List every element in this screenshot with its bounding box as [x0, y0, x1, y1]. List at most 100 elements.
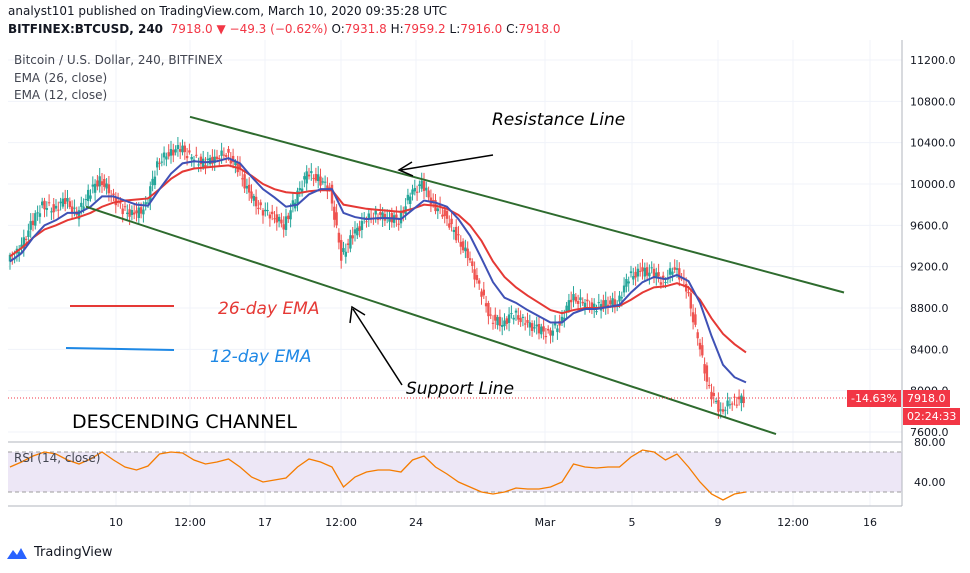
candle-body — [36, 212, 39, 214]
candle-body — [540, 326, 543, 335]
candle-body — [165, 156, 168, 160]
candle-body — [289, 210, 292, 220]
chart-title[interactable]: Bitcoin / U.S. Dollar, 240, BITFINEX — [14, 53, 223, 67]
candle-body — [77, 210, 81, 220]
candle-body — [234, 161, 237, 166]
candle-body — [526, 320, 529, 323]
candle-body — [160, 161, 163, 163]
candle-body — [547, 328, 550, 331]
candle-body — [319, 176, 322, 186]
candle-body — [415, 191, 419, 193]
candle-body — [91, 184, 94, 187]
rsi-legend[interactable]: RSI (14, close) — [14, 451, 101, 465]
candle-body — [43, 200, 46, 210]
candle-body — [395, 214, 398, 219]
candle-body — [535, 324, 538, 327]
candle-body — [399, 210, 403, 224]
candle-body — [167, 152, 170, 157]
ema12-legend[interactable]: EMA (12, close) — [14, 88, 108, 102]
candle-body — [231, 155, 235, 163]
candle-body — [54, 205, 58, 209]
candle-body — [261, 210, 265, 216]
candle-body — [450, 218, 453, 225]
candle-body — [714, 401, 718, 403]
candle-body — [678, 268, 681, 280]
candle-body — [586, 299, 589, 302]
candle-body — [560, 316, 564, 323]
candle-body — [335, 212, 338, 226]
candle-body — [34, 213, 37, 226]
candle-body — [487, 302, 490, 317]
countdown-tag: 02:24:33 — [903, 408, 961, 425]
candle-body — [303, 176, 306, 180]
price-tick-label: 10400.0 — [910, 137, 956, 150]
candle-body — [282, 224, 285, 230]
tradingview-footer[interactable]: TradingView — [6, 545, 113, 560]
price-axis-ticks: 11200.0 10800.0 10400.0 10000.0 9600.0 9200.0… — [910, 54, 956, 439]
candle-body — [461, 241, 465, 251]
candle-body — [583, 302, 587, 308]
candle-body — [298, 188, 301, 191]
candle-body — [206, 158, 209, 160]
candle-body — [277, 216, 281, 222]
candle-body — [183, 145, 186, 153]
candle-body — [70, 206, 74, 213]
candle-body — [597, 302, 600, 304]
candle-body — [397, 223, 400, 225]
candle-body — [50, 211, 53, 213]
candle-body — [340, 240, 343, 261]
time-tick-label: 5 — [629, 516, 636, 529]
candle-body — [581, 301, 584, 304]
price-tick-label: 11200.0 — [910, 54, 956, 67]
candle-body — [181, 145, 184, 153]
candle-body — [156, 161, 159, 168]
candle-body — [31, 220, 35, 226]
symbol-label[interactable]: BITFINEX:BTCUSD, 240 — [8, 22, 164, 36]
candle-body — [712, 392, 715, 396]
time-axis-ticks: 10 12:00 17 12:00 24 Mar 5 9 12:00 16 — [109, 516, 877, 529]
candle-body — [346, 243, 350, 245]
candle-body — [648, 272, 651, 277]
publish-info: analyst101 published on TradingView.com,… — [8, 4, 447, 18]
candle-body — [675, 268, 679, 270]
candle-body — [471, 261, 474, 266]
candle-body — [517, 315, 520, 320]
candle-body — [195, 154, 198, 156]
candle-body — [542, 326, 545, 332]
candle-body — [222, 154, 226, 156]
candle-body — [93, 183, 97, 193]
support-annotation: Support Line — [406, 379, 514, 399]
candle-body — [268, 214, 272, 219]
candle-body — [310, 171, 313, 174]
price-change: ▼ −49.3 (−0.62%) — [216, 22, 328, 36]
candle-body — [643, 267, 646, 277]
ema12-key-swatch — [65, 347, 175, 351]
price-tick-label: 10000.0 — [910, 178, 956, 191]
candle-body — [142, 209, 145, 215]
candle-body — [59, 201, 62, 204]
candle-body — [652, 268, 656, 279]
low-value: 7916.0 — [460, 22, 503, 36]
candle-body — [68, 201, 71, 208]
candle-body — [685, 283, 688, 292]
rsi-tick-label: 40.00 — [914, 476, 946, 489]
candle-body — [491, 322, 495, 324]
candle-body — [609, 300, 612, 305]
time-tick-label: 12:00 — [174, 516, 206, 529]
candle-body — [133, 212, 136, 215]
candle-body — [689, 293, 692, 309]
candle-body — [365, 221, 368, 223]
candle-body — [126, 212, 129, 215]
candle-body — [20, 244, 23, 249]
candle-body — [655, 272, 658, 278]
candle-body — [38, 213, 42, 217]
ema26-legend[interactable]: EMA (26, close) — [14, 71, 108, 85]
candle-body — [735, 404, 738, 406]
candle-body — [197, 164, 200, 166]
candle-body — [300, 188, 304, 194]
high-value: 7959.2 — [403, 22, 446, 36]
candle-body — [420, 180, 423, 189]
candle-body — [737, 396, 741, 400]
candle-body — [153, 176, 157, 186]
